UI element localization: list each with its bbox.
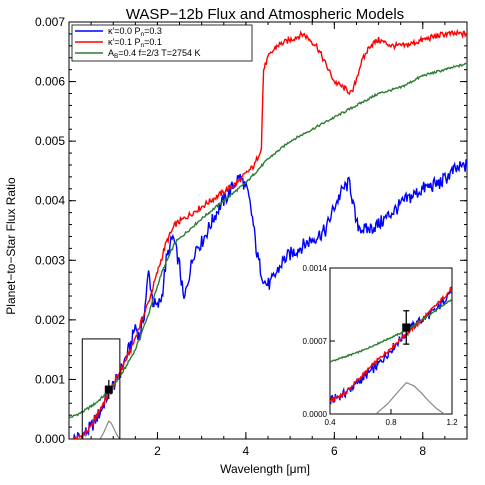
y-tick-label: 0.003 — [35, 253, 65, 267]
series-line-1 — [72, 159, 467, 439]
inset-series-line-3 — [330, 297, 452, 364]
legend-label-3: AB=0.4 f=2/3 T=2754 K — [108, 48, 201, 60]
inset-filter-profile-line — [375, 381, 445, 414]
inset-x-tick-label: 1.2 — [446, 418, 458, 427]
x-tick-label: 8 — [419, 444, 426, 458]
y-axis-title: Planet−to−Star Flux Ratio — [4, 177, 18, 315]
inset-y-tick-label: 0.0014 — [303, 264, 328, 273]
x-tick-label: 2 — [154, 444, 161, 458]
inset-y-tick-label: 0.0007 — [303, 337, 328, 346]
inset-x-tick-label: 0.4 — [324, 418, 336, 427]
inset-measurement-point — [402, 323, 411, 332]
inset-series-group — [330, 285, 452, 414]
legend-label-2: κ′=0.1 Pn=0.1 — [108, 37, 162, 49]
x-tick-label: 4 — [243, 444, 250, 458]
y-tick-label: 0.007 — [35, 15, 65, 29]
inset-y-tick-label: 0.0000 — [303, 410, 328, 419]
y-tick-label: 0.001 — [35, 372, 65, 386]
inset-frame — [329, 267, 453, 415]
y-tick-label: 0.000 — [35, 432, 65, 446]
x-tick-label: 6 — [331, 444, 338, 458]
filter-profile-line — [99, 420, 121, 439]
measurement-point — [104, 385, 113, 394]
series-line-3 — [69, 62, 467, 420]
inset-series-line-2 — [330, 286, 452, 404]
x-axis-title: Wavelength [μm] — [220, 462, 310, 476]
y-tick-label: 0.005 — [35, 134, 65, 148]
inset-x-tick-label: 0.8 — [385, 418, 397, 427]
y-tick-label: 0.006 — [35, 75, 65, 89]
y-tick-label: 0.004 — [35, 194, 65, 208]
chart-title: WASP−12b Flux and Atmospheric Models — [126, 6, 404, 23]
zoom-box — [81, 338, 121, 440]
y-tick-label: 0.002 — [35, 313, 65, 327]
legend-label-1: κ′=0.0 Pn=0.3 — [108, 26, 162, 38]
plot-layer: 0.000 0.001 0.002 0.003 0.004 0.005 0.006 0.007… — [35, 15, 468, 458]
series-line-2 — [72, 28, 467, 439]
series-group — [69, 28, 467, 439]
